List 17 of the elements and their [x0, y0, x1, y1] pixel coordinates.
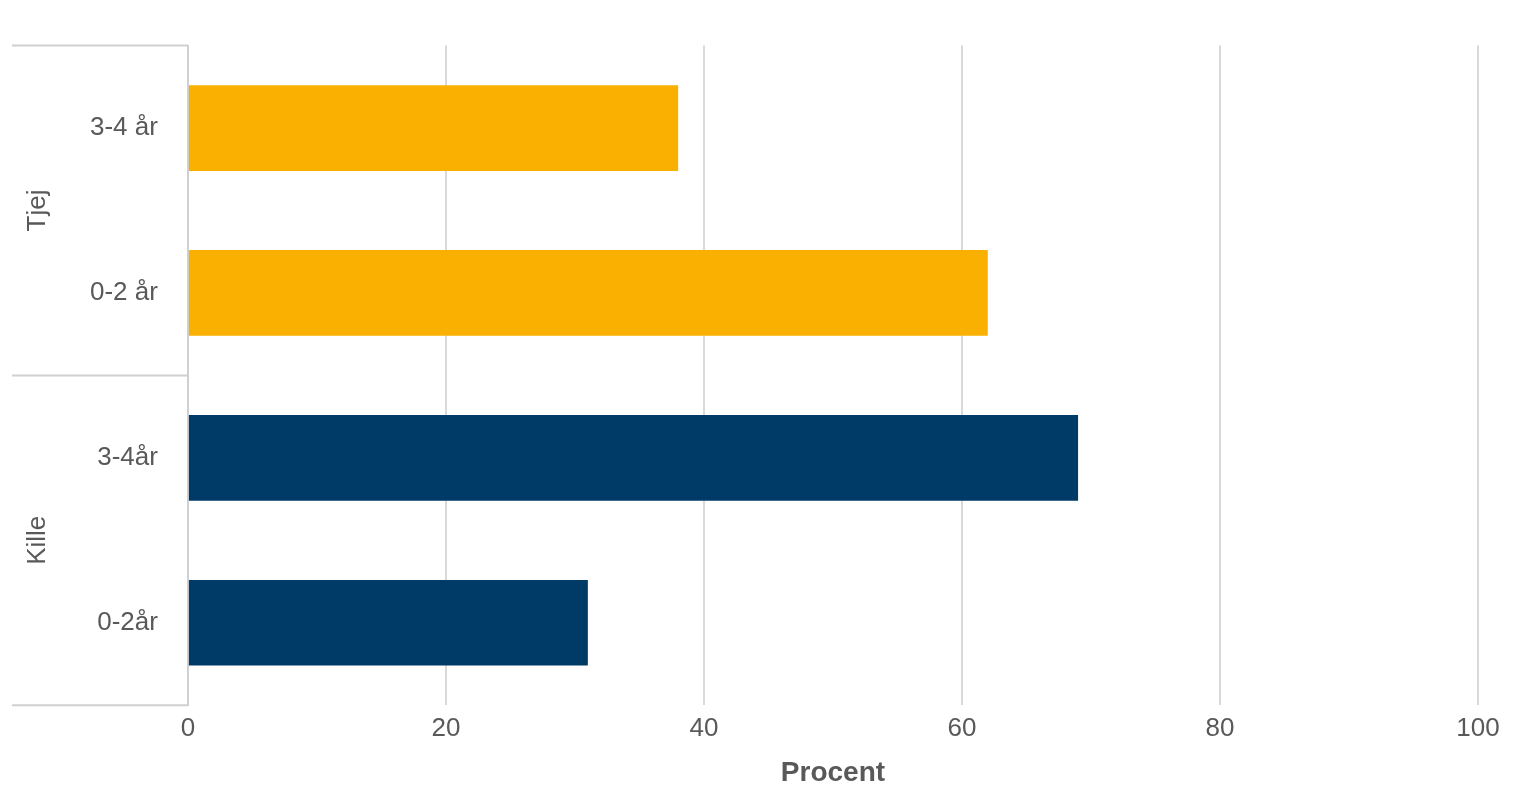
y-tick-label: 3-4 år — [90, 111, 159, 142]
bar — [188, 85, 679, 171]
text: Tjej — [21, 189, 52, 232]
text: Kille — [21, 515, 52, 565]
x-tick-label: 80 — [1205, 711, 1235, 742]
y-tick-label: 0-2år — [97, 605, 159, 636]
x-tick-label: 20 — [431, 711, 461, 742]
x-tick-label: 100 — [1456, 711, 1500, 742]
x-tick-label: 0 — [180, 711, 196, 742]
bar — [188, 414, 1079, 501]
y-tick-label: 3-4år — [97, 441, 159, 472]
y-tick-label: 0-2 år — [90, 276, 159, 307]
x-tick-label: 60 — [947, 711, 977, 742]
x-tick-label: 40 — [689, 711, 719, 742]
bar — [188, 250, 988, 336]
x-axis-title: Procent — [780, 755, 886, 787]
bar — [188, 579, 588, 666]
